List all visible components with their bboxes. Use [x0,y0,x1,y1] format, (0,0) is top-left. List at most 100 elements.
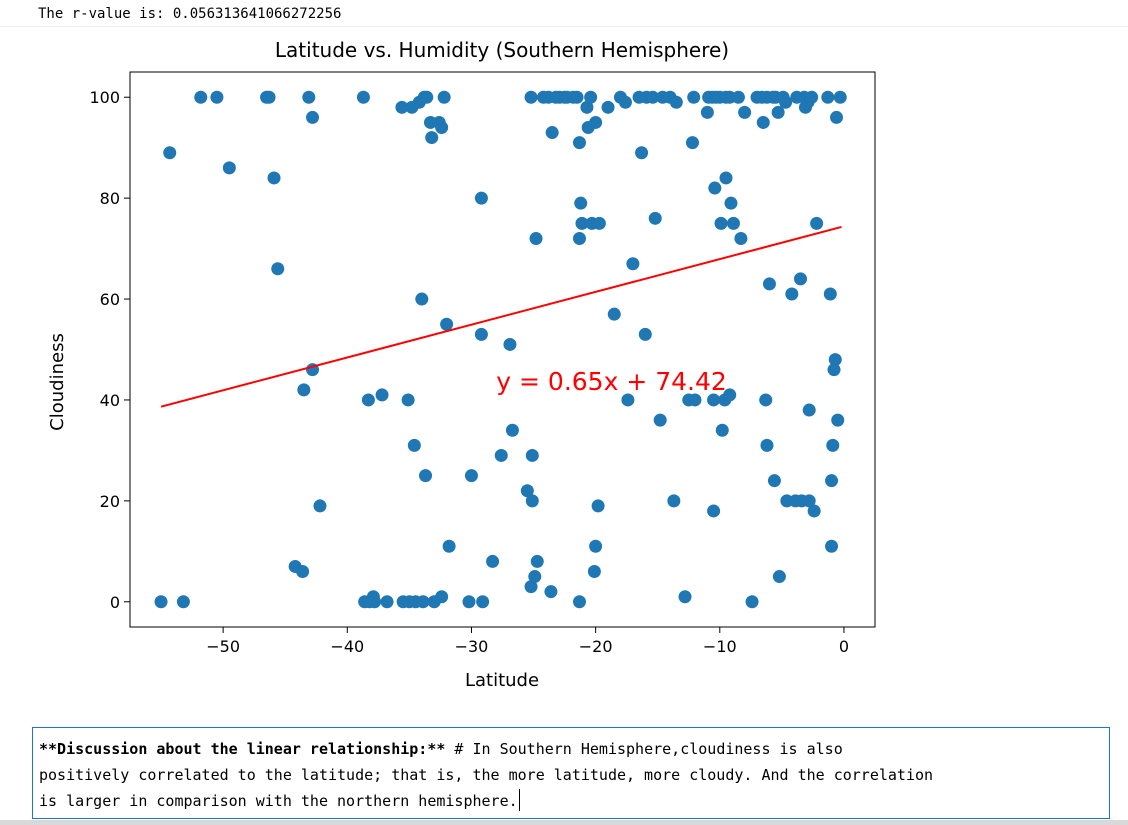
data-point [435,590,449,604]
data-point [759,393,773,407]
data-point [831,413,845,427]
data-point [375,388,389,402]
data-point [176,595,190,609]
data-point [525,494,539,508]
data-point [708,181,722,195]
data-point [685,136,699,150]
data-point [545,126,559,140]
y-tick-label: 80 [100,189,120,208]
data-point [529,232,543,245]
data-point [723,388,737,402]
data-point [719,171,733,185]
data-point [580,100,594,114]
data-point [313,499,327,513]
data-point [544,585,558,599]
scatter-plot: −50 −40 −30 −20 −10 0 0 20 40 60 80 100 Latitude vs… [47,38,876,691]
discussion-line1: # In Southern Hemisphere,cloudiness is a… [445,740,843,758]
data-point [669,95,683,109]
x-tick-label: 0 [839,637,849,656]
x-tick-label: −40 [330,637,364,656]
data-point [592,216,606,230]
data-point [607,307,621,321]
data-point [425,131,439,145]
y-axis-label: Cloudiness [47,333,68,431]
discussion-heading: **Discussion about the linear relationsh… [39,740,446,758]
data-point [805,90,819,104]
data-point [688,393,702,407]
discussion-line2: positively correlated to the latitude; t… [39,766,934,784]
data-point [830,110,844,124]
data-point [667,494,681,508]
data-point [587,565,601,578]
x-tick-label: −50 [206,637,240,656]
data-point [474,191,488,205]
data-point [653,413,667,427]
data-point [267,171,281,185]
data-point [810,216,824,230]
text-cursor [518,789,520,811]
data-point [380,595,394,609]
data-point [435,121,449,134]
data-point [678,590,692,604]
data-point [570,90,584,104]
data-point [724,196,738,210]
data-point [361,393,375,407]
data-point [520,484,534,498]
data-point [474,327,488,341]
markdown-cell[interactable]: **Discussion about the linear relationsh… [32,727,1110,819]
data-point [638,327,652,341]
x-tick-label: −30 [455,637,489,656]
data-point [794,272,807,286]
data-point [726,216,740,230]
data-point [262,90,276,104]
x-tick-label: −10 [703,637,737,656]
horizontal-scrollbar[interactable] [0,820,1128,825]
data-point [785,287,799,301]
plot-frame [129,71,876,628]
data-point [416,595,430,609]
data-point [738,105,752,119]
y-tick-label: 20 [100,492,120,511]
data-point [476,595,490,609]
data-point [700,105,714,119]
data-point [440,317,454,331]
data-point [823,287,837,301]
data-point [306,110,320,124]
data-point [646,90,660,104]
data-point [833,90,847,104]
data-point [825,474,839,488]
output-divider [0,26,1128,27]
data-point [437,90,451,104]
x-tick-label: −20 [579,637,613,656]
data-point [589,115,603,129]
data-point [715,423,729,437]
x-axis-label: Latitude [465,670,539,691]
data-point [575,216,589,230]
data-point [687,90,701,104]
data-point [302,90,316,104]
data-point [572,136,586,150]
data-point [271,262,285,276]
data-point [821,90,835,104]
rvalue-output: The r-value is: 0.056313641066272256 [38,6,342,22]
data-point [584,90,598,104]
data-point [505,423,519,437]
data-point [464,469,478,483]
data-point [356,90,370,104]
data-point [771,105,785,119]
data-point [222,161,236,175]
data-point [419,469,433,483]
data-point [828,353,842,367]
data-point [635,146,649,160]
data-point [442,539,456,553]
data-point [825,539,839,553]
data-point [802,403,816,417]
data-point [296,565,310,578]
data-point [591,499,605,513]
data-point [762,277,776,291]
data-point [707,504,721,518]
data-point [626,257,640,271]
data-point [734,232,748,245]
data-point [621,393,635,407]
data-point [589,539,603,553]
